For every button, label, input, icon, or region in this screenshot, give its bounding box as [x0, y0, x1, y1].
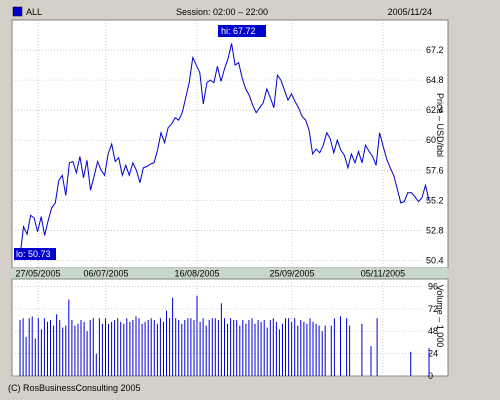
session-label: Session: 02:00 – 22:00 [176, 7, 268, 17]
volume-y-axis: 96 72 48 24 0 [428, 281, 438, 381]
legend-swatch [12, 6, 23, 17]
copyright-label: (C) RosBusinessConsulting 2005 [8, 383, 141, 393]
high-annotation-box [218, 25, 266, 37]
high-annotation: hi: 67.72 [218, 25, 266, 37]
price-y-tick: 57.6 [426, 165, 444, 175]
volume-y-tick: 0 [428, 371, 433, 381]
legend-label: ALL [26, 7, 42, 17]
volume-plot-area [11, 278, 449, 377]
date-tick: 16/08/2005 [174, 269, 219, 279]
price-y-tick: 64.8 [426, 75, 444, 85]
price-y-tick: 67.2 [426, 45, 444, 55]
volume-y-tick: 96 [428, 281, 438, 291]
date-tick: 27/05/2005 [15, 269, 60, 279]
price-y-tick: 50.4 [426, 255, 444, 265]
price-y-tick: 55.2 [426, 195, 444, 205]
volume-bars [19, 295, 430, 376]
date-label: 2005/11/24 [388, 7, 432, 17]
date-axis: 27/05/2005 06/07/2005 16/08/2005 25/09/2005… [15, 269, 405, 279]
volume-y-tick: 48 [428, 326, 438, 336]
date-tick: 06/07/2005 [83, 269, 128, 279]
low-annotation-box [14, 248, 56, 260]
low-annotation: lo: 50.73 [14, 248, 56, 260]
price-series-line [19, 43, 430, 257]
price-y-axis: 67.2 64.8 62.4 60 57.6 55.2 52.8 50.4 [426, 45, 444, 265]
price-y-tick: 60 [426, 135, 436, 145]
date-axis-band [12, 268, 448, 279]
volume-y-axis-label: Volume – 1 000 [435, 285, 445, 348]
price-y-axis-label: Price – USD/bbl [435, 93, 445, 157]
price-y-tick: 62.4 [426, 105, 444, 115]
high-annotation-label: hi: 67.72 [221, 26, 256, 36]
volume-y-tick: 72 [428, 304, 438, 314]
price-plot-area [11, 19, 449, 269]
date-tick: 05/11/2005 [361, 269, 405, 279]
price-y-tick: 52.8 [426, 225, 444, 235]
volume-y-tick: 24 [428, 349, 438, 359]
low-annotation-label: lo: 50.73 [16, 249, 51, 259]
date-tick: 25/09/2005 [269, 269, 314, 279]
